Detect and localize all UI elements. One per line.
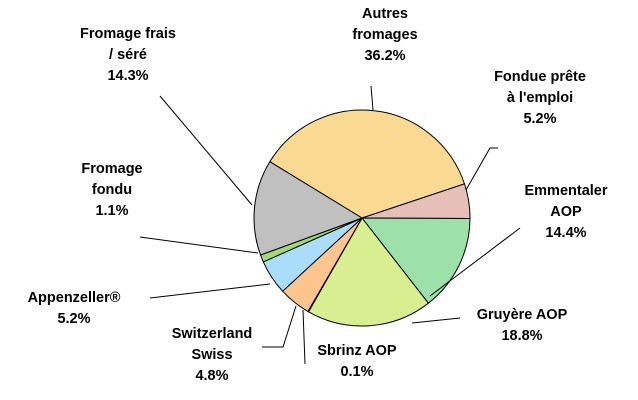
value-label: 36.2% [364, 48, 406, 64]
category-label: Gruyère AOP [476, 307, 568, 323]
leader-line [429, 227, 521, 297]
slice-label: Fromage frais / séré 14.3% [80, 24, 176, 87]
leader-line [159, 95, 253, 206]
value-label: 4.8% [195, 368, 229, 384]
leader-line [411, 317, 461, 324]
category-label: Fondue prête à l'emploi [494, 69, 586, 106]
slice-label: Sbrinz AOP 0.1% [317, 341, 396, 383]
leader-line [302, 309, 306, 365]
slice-label: Fromage fondu 1.1% [81, 159, 142, 222]
slice-label: Switzerland Swiss 4.8% [172, 324, 253, 387]
category-label: Autres fromages [352, 6, 418, 43]
value-label: 5.2% [57, 311, 91, 327]
leader-line [149, 283, 271, 299]
slice-label: Emmentaler AOP 14.4% [524, 181, 607, 244]
value-label: 18.8% [501, 328, 543, 344]
value-label: 14.4% [545, 225, 587, 241]
value-label: 5.2% [523, 111, 557, 127]
category-label: Fromage fondu [81, 161, 143, 198]
leader-line [465, 147, 498, 191]
slice-label: Gruyère AOP 18.8% [477, 305, 568, 347]
leader-line [370, 85, 374, 111]
slice-label: Appenzeller® 5.2% [28, 288, 121, 330]
category-label: Fromage frais / séré [80, 26, 176, 63]
leader-line [139, 236, 259, 254]
slice-label: Fondue prête à l'emploi 5.2% [494, 67, 586, 130]
value-label: 14.3% [107, 68, 149, 84]
category-label: Appenzeller® [27, 290, 121, 306]
category-label: Switzerland Swiss [171, 326, 253, 363]
pie-slice [307, 217, 430, 327]
leader-line [262, 305, 297, 348]
category-label: Sbrinz AOP [317, 343, 397, 359]
category-label: Emmentaler AOP [524, 183, 608, 220]
value-label: 1.1% [95, 203, 129, 219]
pie-slice [360, 217, 471, 304]
value-label: 0.1% [340, 364, 374, 380]
pie-slice [253, 161, 364, 256]
slice-label: Autres fromages 36.2% [352, 4, 417, 67]
